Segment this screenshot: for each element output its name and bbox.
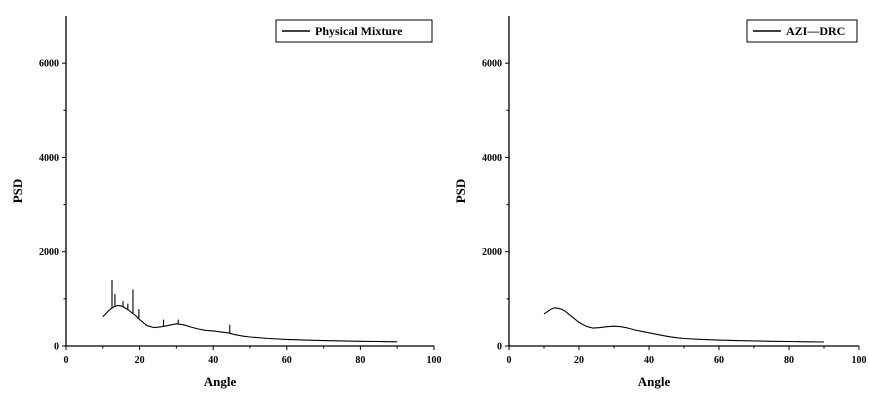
series-line-0 [543, 307, 825, 343]
x-tick-label: 20 [135, 355, 145, 366]
y-axis-title: PSD [10, 179, 25, 204]
y-tick-label: 0 [497, 342, 502, 353]
y-tick-label: 6000 [39, 59, 59, 70]
x-tick-label: 80 [784, 355, 794, 366]
series-line-0 [102, 304, 398, 343]
x-tick-label: 60 [282, 355, 292, 366]
chart-physical-mixture: 0 20 40 60 80 100 0 2000 4000 6000 Angle PSD Physica… [10, 16, 442, 389]
y-tick-label: 4000 [39, 153, 59, 164]
legend-box [746, 19, 858, 43]
y-tick-label: 0 [54, 342, 59, 353]
x-tick-label: 40 [644, 355, 654, 366]
x-tick-label: 20 [574, 355, 584, 366]
legend-label: Physical Mixture [315, 24, 403, 38]
x-tick-label: 0 [507, 355, 512, 366]
chart-azi-drc: 0 20 40 60 80 100 0 2000 4000 6000 Angle PSD AZI—DRC [453, 16, 867, 389]
y-tick-label: 4000 [482, 153, 502, 164]
x-axis-title: Angle [638, 374, 671, 389]
x-tick-label: 40 [208, 355, 218, 366]
x-tick-label: 100 [427, 355, 442, 366]
y-tick-label: 6000 [482, 59, 502, 70]
legend-label: AZI—DRC [786, 24, 845, 38]
x-tick-label: 80 [355, 355, 365, 366]
x-axis-title: Angle [204, 374, 237, 389]
x-tick-label: 100 [852, 355, 867, 366]
x-tick-label: 0 [64, 355, 69, 366]
y-axis-title: PSD [453, 179, 468, 204]
y-tick-label: 2000 [482, 247, 502, 258]
x-tick-label: 60 [714, 355, 724, 366]
legend-box [275, 19, 433, 43]
y-tick-label: 2000 [39, 247, 59, 258]
